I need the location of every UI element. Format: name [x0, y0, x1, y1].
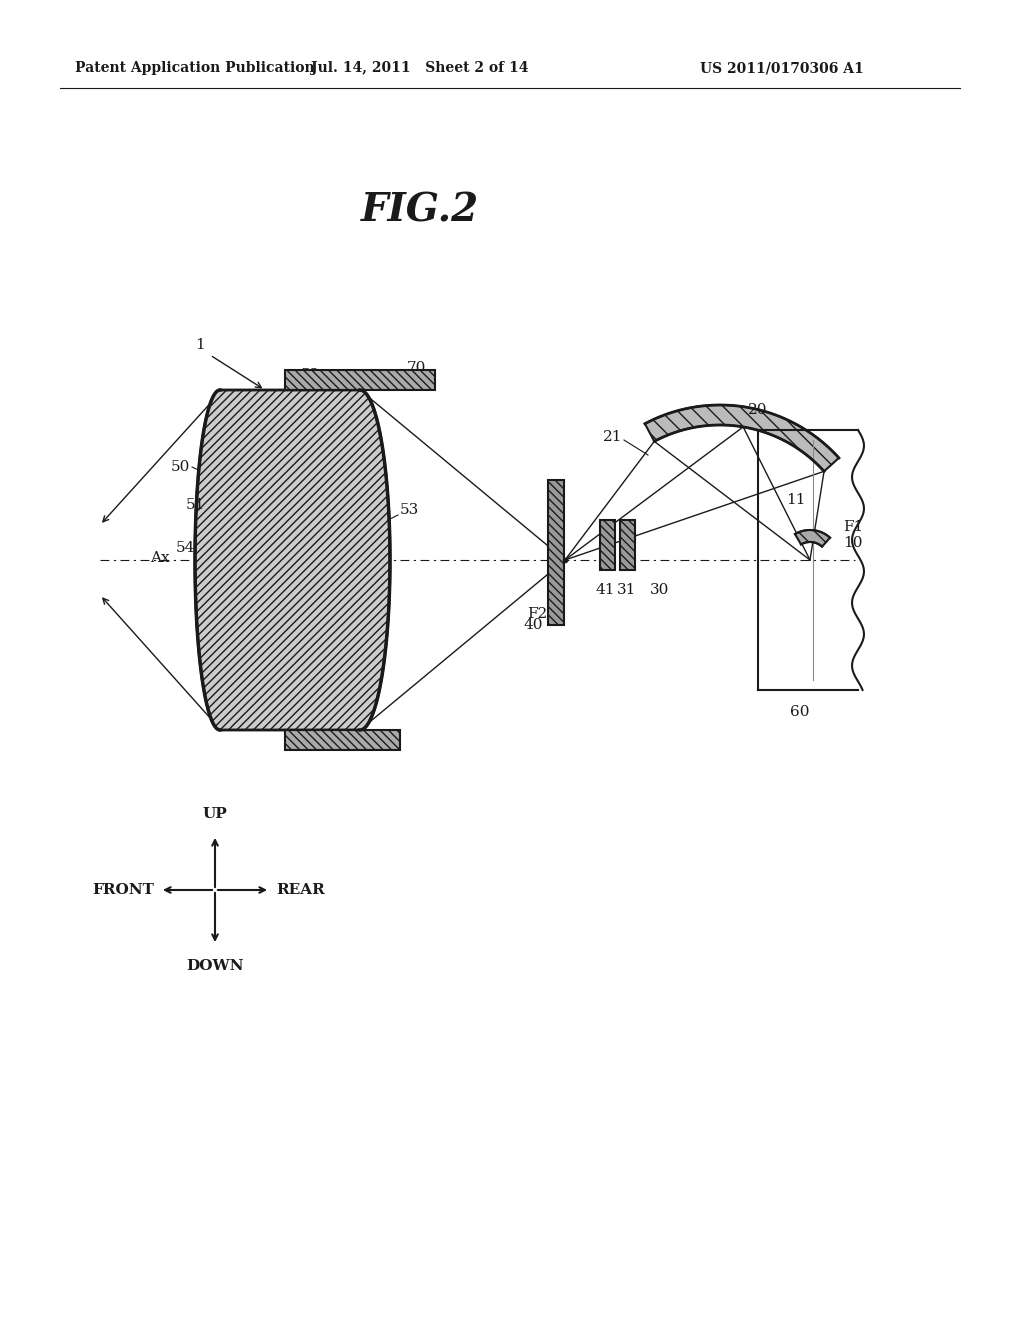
Text: 20: 20 [748, 403, 768, 417]
Text: DOWN: DOWN [186, 960, 244, 973]
Text: Ax: Ax [151, 550, 170, 565]
Bar [285, 730, 400, 750]
Text: 10: 10 [843, 536, 862, 550]
Text: 31: 31 [616, 583, 636, 597]
Text: 11: 11 [786, 492, 806, 507]
Text: 41: 41 [596, 583, 615, 597]
Text: F1: F1 [843, 520, 863, 535]
Text: US 2011/0170306 A1: US 2011/0170306 A1 [700, 61, 864, 75]
Text: 21: 21 [602, 430, 622, 444]
Text: 1: 1 [195, 338, 205, 352]
Text: 52: 52 [300, 368, 319, 381]
Bar [620, 520, 635, 570]
Polygon shape [795, 531, 830, 546]
Text: FIG.2: FIG.2 [360, 191, 479, 228]
Text: 50: 50 [171, 459, 190, 474]
Text: 30: 30 [650, 583, 670, 597]
Polygon shape [195, 389, 390, 730]
Text: 60: 60 [791, 705, 810, 719]
Text: UP: UP [203, 807, 227, 821]
Polygon shape [645, 405, 839, 471]
Text: REAR: REAR [276, 883, 325, 898]
Text: FRONT: FRONT [92, 883, 154, 898]
Text: 51: 51 [185, 498, 205, 512]
Bar [600, 520, 615, 570]
Text: F2: F2 [526, 607, 547, 620]
Text: 40: 40 [523, 618, 543, 632]
Text: 53: 53 [400, 503, 419, 517]
Text: Patent Application Publication: Patent Application Publication [75, 61, 314, 75]
Text: 70: 70 [407, 360, 426, 375]
Bar [548, 480, 564, 624]
Text: Jul. 14, 2011   Sheet 2 of 14: Jul. 14, 2011 Sheet 2 of 14 [311, 61, 528, 75]
Bar [285, 370, 435, 389]
Text: 54: 54 [176, 541, 195, 554]
